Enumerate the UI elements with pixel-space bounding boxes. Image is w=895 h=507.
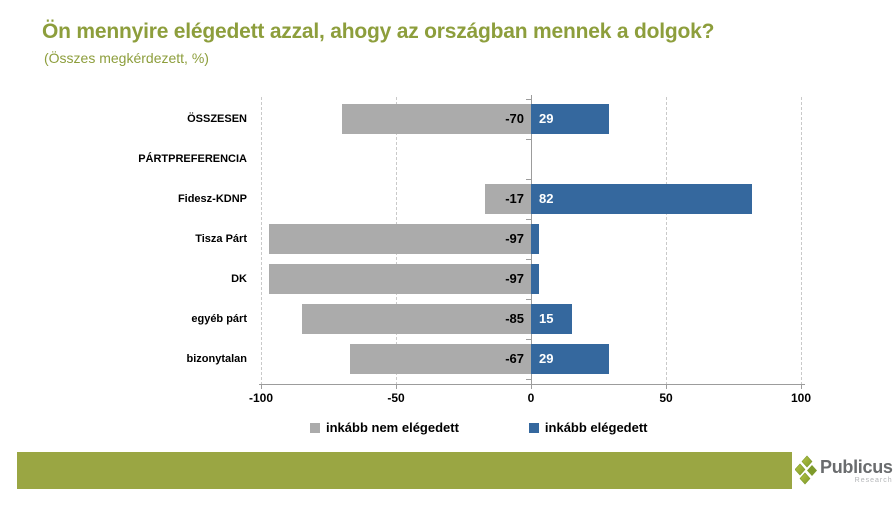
- category-label: PÁRTPREFERENCIA: [138, 153, 247, 165]
- gridline--100: [261, 97, 262, 385]
- legend-label: inkább elégedett: [544, 420, 648, 435]
- publicus-logo-text: Publicus Research: [820, 458, 893, 484]
- bar-negative: -70: [342, 104, 531, 134]
- value-label-negative: -70: [505, 111, 524, 126]
- category-label: Fidesz-KDNP: [177, 193, 247, 205]
- legend-swatch: [528, 422, 539, 433]
- bar-positive: 82: [531, 184, 753, 214]
- value-label-negative: -85: [505, 311, 524, 326]
- gridline-100: [801, 97, 802, 385]
- gridline-50: [666, 97, 667, 385]
- category-label: Tisza Párt: [195, 233, 247, 245]
- value-label-negative: -17: [505, 191, 524, 206]
- publicus-logo-icon: [795, 455, 817, 485]
- category-tick: [526, 179, 532, 180]
- category-tick: [526, 339, 532, 340]
- legend-item-1: inkább elégedett: [528, 420, 648, 435]
- chart-legend: inkább nem elégedett inkább elégedett: [310, 420, 648, 435]
- x-axis-tick-label: 50: [659, 391, 673, 405]
- category-tick: [526, 219, 532, 220]
- bar-negative: -67: [350, 344, 531, 374]
- category-tick: [526, 259, 532, 260]
- bar-positive: 29: [531, 344, 610, 374]
- chart-title: Ön mennyire elégedett azzal, ahogy az or…: [42, 20, 715, 43]
- x-axis-tick-label: -100: [248, 391, 274, 405]
- category-tick: [526, 99, 532, 100]
- plot-area: -70 29 -17 82 -97 -97 -85 15 -67 29: [261, 95, 802, 385]
- bar-negative: -17: [485, 184, 531, 214]
- x-axis-tick-label: 0: [527, 391, 535, 405]
- logo-wordmark: Publicus: [820, 457, 893, 477]
- category-label: egyéb párt: [191, 313, 247, 325]
- legend-item-0: inkább nem elégedett: [310, 420, 459, 435]
- footer-band: [17, 452, 792, 489]
- category-axis: ÖSSZESEN PÁRTPREFERENCIA Fidesz-KDNP Tisza …: [0, 95, 261, 385]
- legend-swatch: [310, 422, 320, 433]
- value-label-positive: 29: [539, 351, 554, 366]
- value-label-positive: 15: [539, 311, 554, 326]
- x-axis-tick-label: 100: [790, 391, 812, 405]
- bar-negative: -85: [301, 304, 531, 334]
- bar-positive: [531, 264, 540, 294]
- bar-negative: -97: [269, 224, 531, 254]
- category-tick: [526, 379, 532, 380]
- logo-subtext: Research: [854, 477, 893, 484]
- x-axis-tick-label: -50: [387, 391, 405, 405]
- legend-label: inkább nem elégedett: [326, 420, 459, 435]
- category-label: DK: [231, 273, 247, 285]
- bar-negative: -97: [269, 264, 531, 294]
- bar-positive: 29: [531, 104, 610, 134]
- publicus-logo: Publicus Research: [795, 454, 893, 486]
- value-label-negative: -67: [505, 351, 524, 366]
- category-label: bizonytalan: [186, 353, 247, 365]
- value-label-positive: 29: [539, 111, 554, 126]
- category-label: ÖSSZESEN: [187, 113, 247, 125]
- chart-subtitle: (Összes megkérdezett, %): [44, 50, 209, 66]
- value-label-negative: -97: [505, 271, 524, 286]
- value-label-positive: 82: [539, 191, 554, 206]
- bar-positive: [531, 224, 540, 254]
- value-label-negative: -97: [505, 231, 524, 246]
- category-tick: [526, 299, 532, 300]
- bar-positive: 15: [531, 304, 572, 334]
- category-tick: [526, 139, 532, 140]
